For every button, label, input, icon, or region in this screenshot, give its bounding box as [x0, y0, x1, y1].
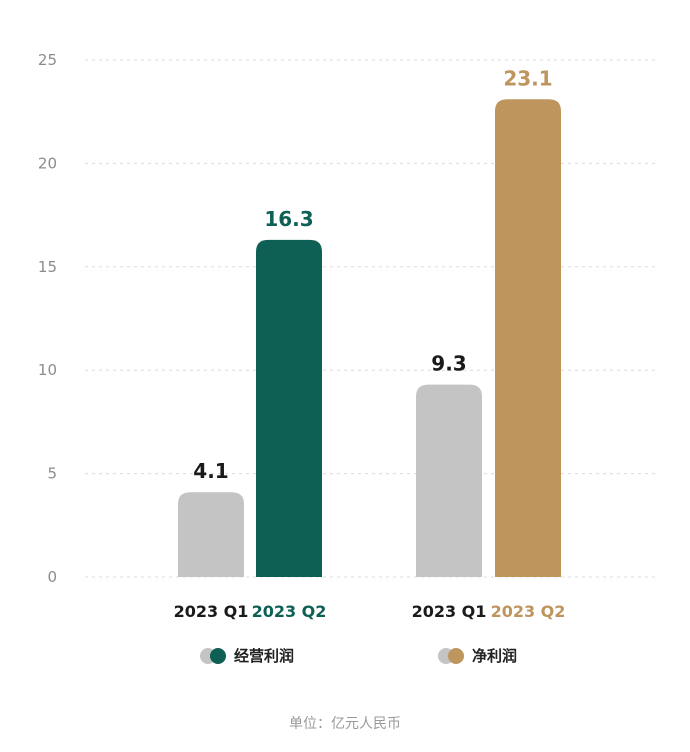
- bar: [178, 492, 244, 577]
- legend-item: 净利润: [438, 647, 517, 665]
- y-tick-label: 15: [38, 258, 57, 276]
- data-label: 4.1: [193, 459, 228, 483]
- category-label: 2023 Q2: [252, 602, 327, 621]
- category-labels: 2023 Q1 2023 Q2 2023 Q1 2023 Q2: [174, 602, 566, 621]
- data-labels: 4.1 16.3 9.3 23.1: [193, 66, 552, 483]
- y-tick-label: 0: [47, 568, 57, 586]
- bar: [256, 239, 322, 577]
- y-tick-label: 20: [38, 154, 57, 172]
- legend-item: 经营利润: [200, 647, 294, 665]
- y-tick-label: 25: [38, 51, 57, 69]
- data-label: 16.3: [264, 207, 313, 231]
- legend-swatch-icon: [210, 648, 226, 664]
- unit-label: 单位：亿元人民币: [289, 716, 401, 732]
- category-label: 2023 Q2: [491, 602, 566, 621]
- bar: [495, 99, 561, 578]
- bars: [178, 99, 561, 578]
- data-label: 23.1: [503, 66, 552, 90]
- legend-label: 净利润: [472, 647, 517, 665]
- y-axis-ticks: 0 5 10 15 20 25: [38, 51, 57, 586]
- y-tick-label: 10: [38, 361, 57, 379]
- legend-swatch-icon: [448, 648, 464, 664]
- data-label: 9.3: [431, 352, 466, 376]
- legend-label: 经营利润: [234, 647, 294, 665]
- category-label: 2023 Q1: [174, 602, 249, 621]
- legend: 经营利润 净利润: [200, 647, 517, 665]
- category-label: 2023 Q1: [412, 602, 487, 621]
- bar: [416, 384, 482, 577]
- gridlines: [85, 59, 655, 578]
- y-tick-label: 5: [47, 465, 57, 483]
